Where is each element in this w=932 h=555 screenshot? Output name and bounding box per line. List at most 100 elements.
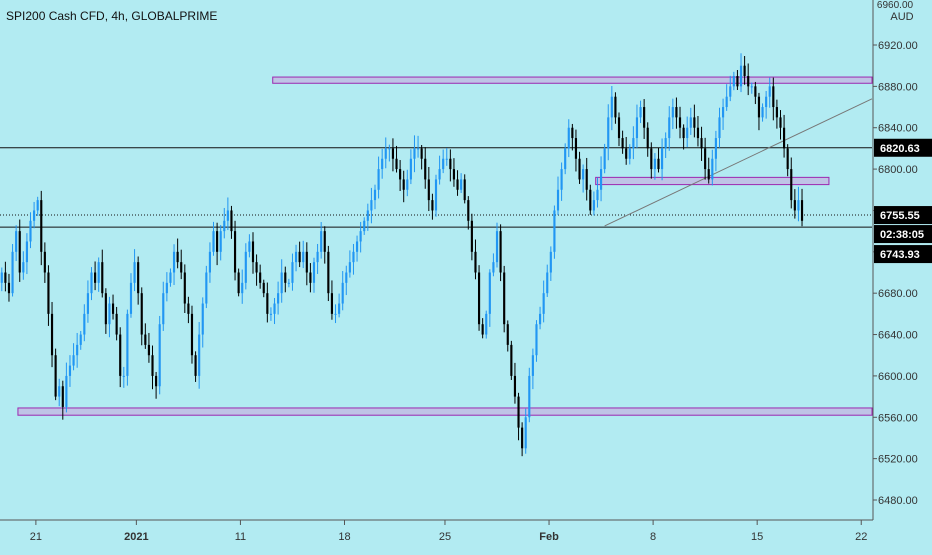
- candle-body: [625, 148, 628, 159]
- candle-body: [700, 138, 703, 149]
- candle-body: [686, 127, 689, 139]
- x-tick-label: 11: [235, 531, 246, 543]
- candle-body: [334, 313, 337, 315]
- candle-body: [704, 148, 707, 170]
- candle-body: [316, 251, 319, 263]
- candle-body: [499, 231, 502, 273]
- candle-body: [599, 169, 603, 190]
- candle-body: [402, 179, 405, 190]
- candle-body: [521, 427, 524, 449]
- candle-body: [309, 272, 312, 283]
- candle-body: [783, 127, 786, 149]
- candle-body: [61, 386, 64, 407]
- candle-body: [513, 375, 517, 397]
- candle-body: [445, 158, 448, 160]
- y-tick-label: 6800.00: [878, 164, 918, 176]
- candle-body: [553, 210, 556, 252]
- candle-body: [377, 169, 380, 190]
- candle-body: [535, 324, 538, 356]
- candle-body: [384, 148, 387, 159]
- candle-body: [65, 375, 68, 407]
- candle-body: [639, 107, 642, 118]
- candle-body: [610, 96, 613, 118]
- trendline: [604, 98, 873, 227]
- candle-body: [83, 313, 86, 335]
- resistance-zone-top: [272, 76, 873, 84]
- candle-body: [460, 179, 463, 190]
- candle-body: [352, 251, 355, 263]
- candle-body: [291, 262, 294, 283]
- candle-body: [391, 148, 395, 159]
- candle-body: [266, 293, 269, 314]
- candle-body: [126, 313, 129, 376]
- candle-body: [420, 148, 423, 159]
- candle-body: [560, 169, 563, 190]
- candle-body: [22, 262, 25, 273]
- candle-body: [97, 262, 100, 283]
- candle-body: [485, 313, 488, 335]
- candle-body: [668, 117, 671, 139]
- candle-body: [621, 138, 624, 149]
- candle-body: [169, 272, 172, 283]
- candle-body: [277, 293, 280, 304]
- candle-body: [233, 231, 237, 273]
- candle-body: [327, 251, 330, 294]
- candle-body: [305, 251, 308, 273]
- candle-body: [399, 169, 402, 180]
- candle-body: [528, 375, 531, 418]
- candle-body: [208, 251, 212, 273]
- candle-body: [790, 169, 793, 201]
- candle-body: [693, 117, 696, 128]
- horizontal-line-level-label: 6820.63: [880, 143, 920, 155]
- candle-body: [729, 86, 732, 97]
- candle-body: [18, 231, 21, 273]
- candle-body: [797, 200, 800, 211]
- candle-body: [643, 107, 646, 128]
- candle-body: [216, 231, 219, 252]
- y-axis-partial-label: 6960.00: [877, 0, 914, 11]
- candle-body: [711, 158, 714, 180]
- candle-body: [330, 293, 334, 314]
- y-tick-label: 6880.00: [878, 81, 918, 93]
- candle-body: [76, 344, 79, 356]
- candle-body: [800, 200, 804, 221]
- candle-body: [370, 200, 373, 211]
- candle-body: [280, 272, 283, 294]
- currency-label: AUD: [890, 11, 913, 23]
- candle-body: [596, 189, 599, 201]
- candle-body: [122, 375, 125, 377]
- candle-body: [438, 169, 441, 180]
- candle-body: [287, 282, 290, 284]
- candle-body: [549, 251, 552, 273]
- candle-body: [542, 293, 545, 314]
- candle-body: [226, 210, 229, 221]
- candle-body: [449, 158, 452, 170]
- candle-body: [793, 200, 796, 211]
- bar-countdown-label-bg: [874, 225, 932, 244]
- candle-body: [72, 355, 75, 366]
- candle-body: [467, 200, 470, 221]
- candle-body: [732, 76, 735, 87]
- candle-body: [201, 303, 204, 335]
- y-tick-label: 6840.00: [878, 123, 918, 135]
- candle-body: [567, 127, 570, 149]
- candle-body: [582, 169, 585, 180]
- candle-body: [341, 282, 344, 304]
- candle-body: [244, 251, 247, 283]
- candle-body: [481, 324, 484, 335]
- y-tick-label: 6480.00: [878, 495, 918, 507]
- candle-body: [424, 158, 427, 180]
- candle-body: [190, 313, 194, 356]
- candle-body: [750, 86, 753, 88]
- candle-body: [585, 169, 588, 190]
- candle-body: [768, 86, 771, 97]
- candle-body: [406, 179, 409, 190]
- candle-body: [757, 96, 761, 118]
- last-price-label-bg: [874, 206, 932, 225]
- candle-body: [632, 138, 635, 149]
- candle-body: [323, 231, 326, 252]
- candle-body: [546, 272, 549, 294]
